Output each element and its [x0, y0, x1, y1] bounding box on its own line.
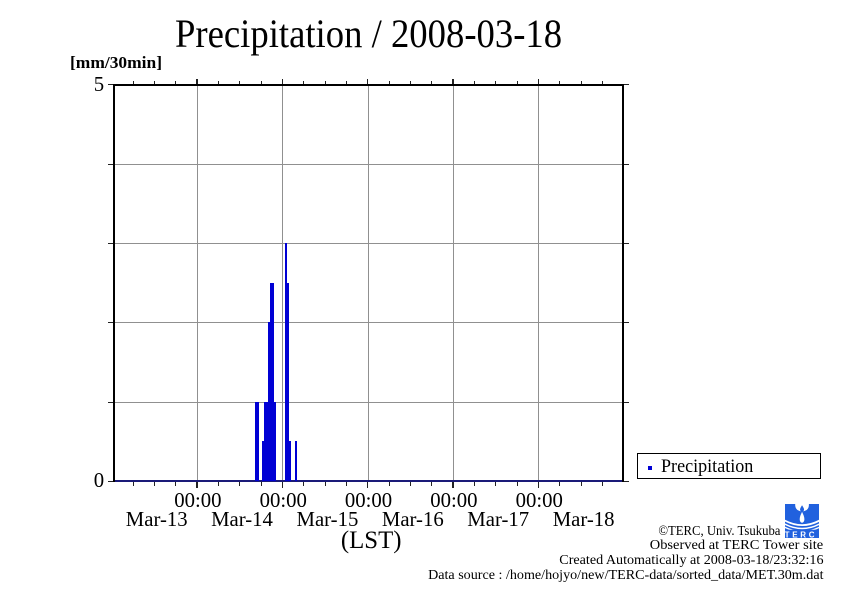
svg-text:TERC: TERC	[785, 530, 817, 538]
